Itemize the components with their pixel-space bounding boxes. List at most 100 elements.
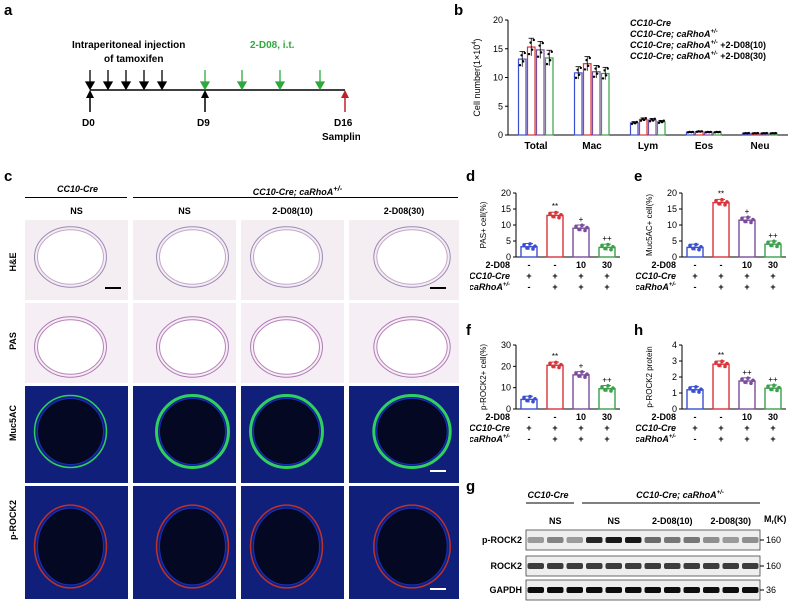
data-point [522, 243, 526, 247]
cre-row-value: + [604, 423, 609, 433]
blot-protein-label: ROCK2 [490, 561, 522, 571]
data-point [688, 243, 692, 248]
data-point [766, 384, 770, 389]
blot-protein-label: GAPDH [489, 585, 522, 595]
blot-band [586, 537, 603, 543]
airway-epithelium [249, 504, 324, 589]
micrograph [241, 486, 344, 599]
blot-band [664, 587, 681, 593]
data-point [579, 66, 582, 70]
data-point [743, 219, 747, 224]
panel-letter-e: e [634, 168, 643, 185]
rhoa-row-value: + [718, 282, 723, 292]
drug-row-value: - [528, 412, 531, 422]
data-point [549, 59, 552, 62]
rhoa-row-value: + [718, 434, 723, 444]
y-tick-label: 0 [672, 252, 677, 262]
cre-row-value: + [692, 271, 697, 281]
cre-row-label: CC10-Cre [636, 271, 676, 281]
airway-epithelium [249, 394, 324, 469]
data-point [688, 386, 692, 390]
row-label-muc5ac: Muc5AC [8, 405, 18, 442]
row-label-pas: PAS [8, 332, 18, 350]
col-header-d08-30: 2-D08(30) [383, 206, 425, 216]
y-axis-label: Cell number(1×104) [472, 38, 482, 116]
airway-lumen [159, 319, 226, 375]
treatment-label: 2-D08, i.t. [250, 40, 295, 51]
micrograph [349, 386, 459, 483]
data-point [774, 131, 777, 135]
y-tick-label: 15 [501, 204, 511, 214]
data-point [554, 210, 558, 215]
data-point [751, 378, 755, 383]
blot-band [547, 537, 564, 543]
data-point [559, 362, 563, 367]
group-underline-control [25, 197, 127, 198]
data-point [606, 384, 610, 388]
group-header-carhoa: CC10-Cre; caRhoA+/- [252, 184, 343, 197]
data-point [596, 72, 599, 75]
micrograph [349, 486, 459, 599]
data-point [523, 51, 526, 55]
airway-lumen [376, 507, 448, 586]
micrograph [349, 220, 459, 300]
data-point [527, 52, 531, 56]
data-point [749, 220, 753, 225]
data-point [603, 388, 607, 392]
data-point [585, 372, 589, 377]
significance-mark: + [579, 362, 584, 371]
data-point [538, 44, 541, 47]
data-point [580, 370, 584, 374]
data-point [585, 225, 589, 230]
cre-row-value: + [718, 271, 723, 281]
scale-bar [430, 588, 446, 590]
data-point [747, 131, 750, 135]
micrograph [349, 303, 459, 383]
airway-lumen [37, 398, 104, 465]
data-point [606, 242, 610, 247]
col-header-d08-10: 2-D08(10) [272, 206, 313, 216]
drug-row-value: - [694, 412, 697, 422]
significance-mark: ** [718, 189, 724, 198]
data-point [557, 215, 561, 220]
data-point [634, 122, 637, 125]
blot-band [547, 563, 564, 569]
significance-mark: + [745, 207, 750, 216]
cre-row-value: + [718, 423, 723, 433]
blot-protein-label: p-ROCK2 [482, 535, 522, 545]
cre-row-label: CC10-Cre [470, 271, 510, 281]
data-point [603, 69, 606, 72]
data-point [551, 214, 555, 219]
rhoa-row-label: Cre; caRhoA+/- [636, 434, 676, 444]
cre-row-value: + [744, 271, 749, 281]
significance-mark: ** [552, 352, 558, 361]
cre-row-value: + [578, 271, 583, 281]
y-tick-label: 20 [501, 361, 511, 371]
data-point [657, 121, 661, 125]
day-label-d16: D16 [334, 118, 353, 129]
category-label: Mac [582, 141, 602, 152]
category-label: Neu [751, 141, 770, 152]
y-axis-label: p-ROCK2 protein [645, 346, 654, 407]
data-point [588, 56, 591, 60]
blot-band [566, 537, 583, 543]
panel-letter-c: c [4, 168, 13, 185]
micrograph [133, 220, 236, 300]
bar [535, 49, 545, 136]
injection-label-1: Intraperitoneal injection [72, 40, 185, 51]
data-point [777, 241, 781, 246]
blot-marker-label: 160 [766, 561, 781, 571]
y-tick-label: 0 [498, 130, 503, 140]
rhoa-row-value: + [770, 282, 775, 292]
blot-band [742, 537, 759, 543]
blot-group-carhoa: CC10-Cre; caRhoA+/- [636, 490, 724, 500]
data-point [557, 365, 561, 370]
bar [738, 380, 756, 410]
group-header-control: CC10-Cre [56, 184, 98, 194]
y-tick-label: 20 [667, 188, 677, 198]
airway-lumen [376, 398, 448, 465]
data-point [743, 380, 747, 385]
blot-marker-label: 160 [766, 535, 781, 545]
blot-lane-group: 2-D08(30) [710, 516, 751, 526]
data-point [551, 364, 555, 369]
